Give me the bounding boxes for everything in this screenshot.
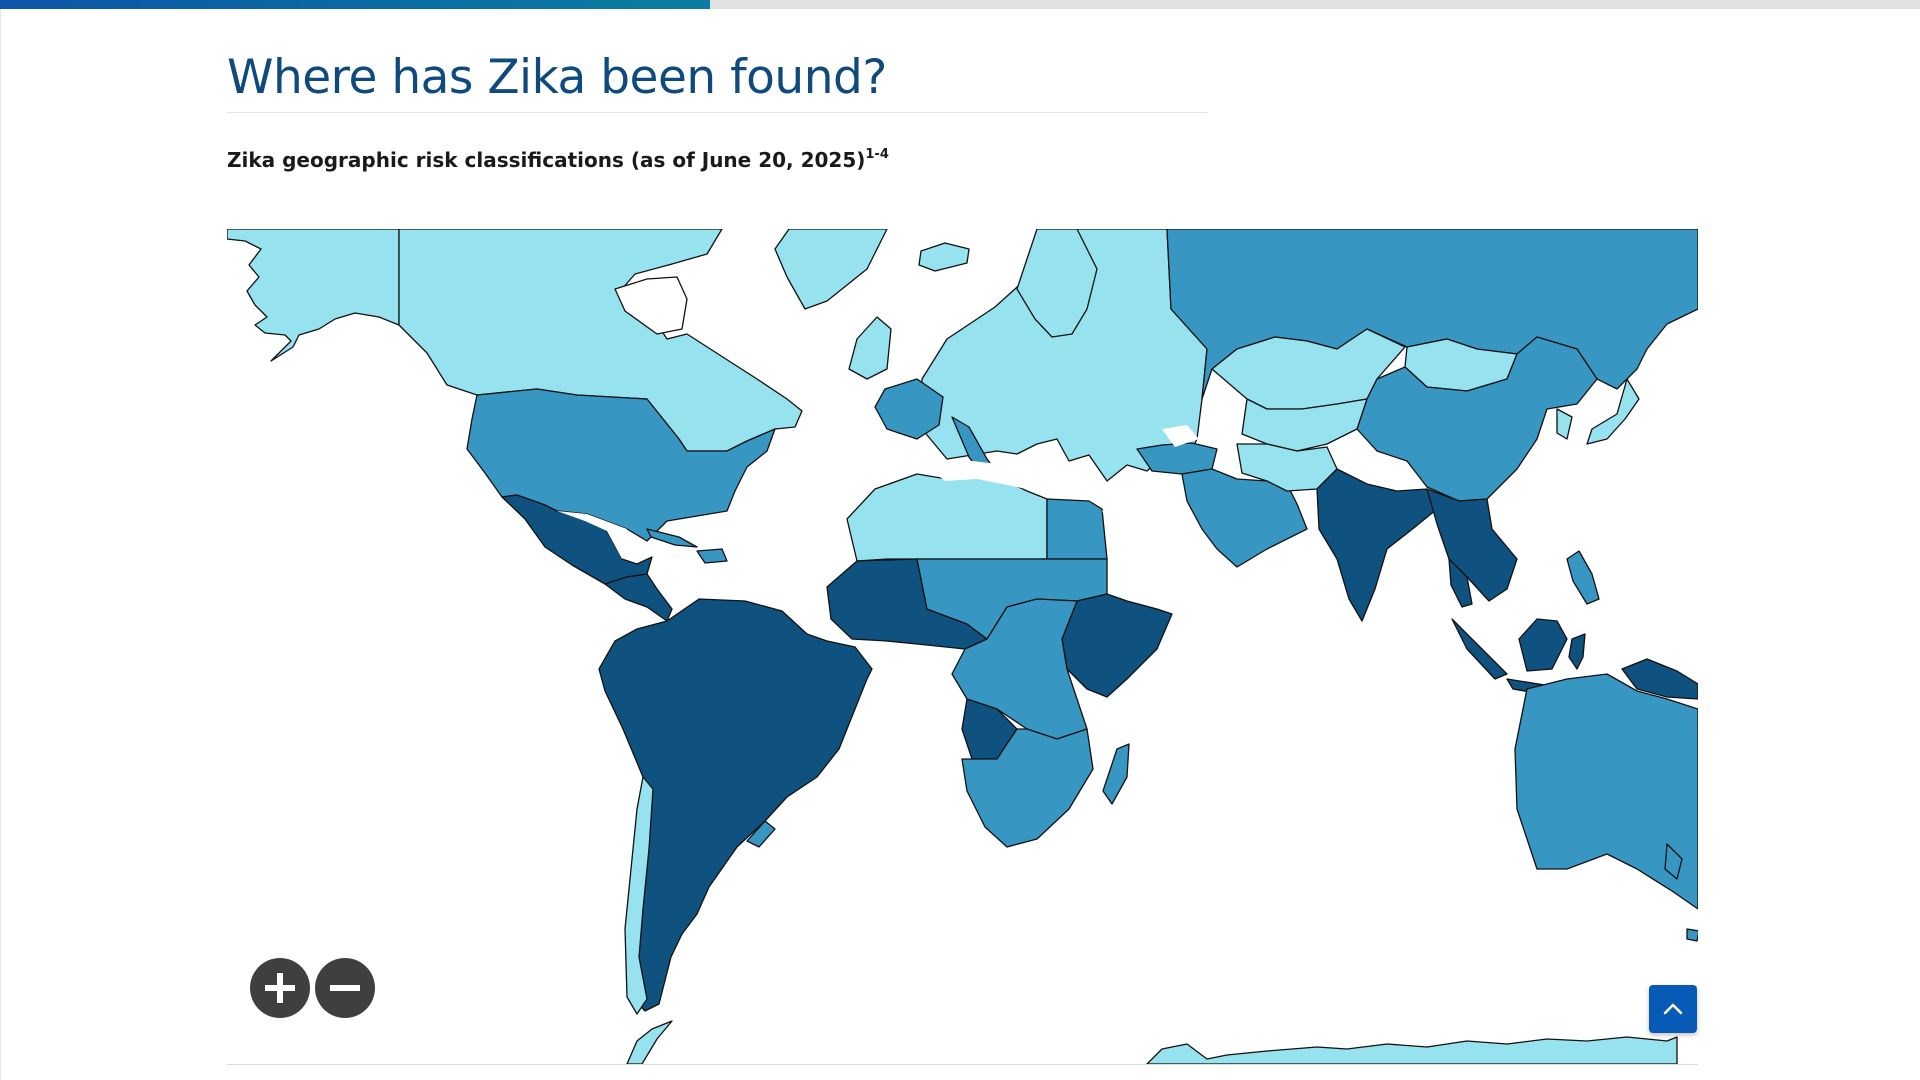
map-region-korea[interactable] bbox=[1556, 408, 1573, 440]
map-region-alaska[interactable] bbox=[227, 229, 400, 362]
map-region-iceland[interactable] bbox=[918, 242, 970, 272]
map-region-black-sea bbox=[1162, 425, 1199, 447]
zoom-in-button[interactable] bbox=[250, 958, 310, 1018]
reading-progress-track bbox=[0, 0, 1920, 9]
map-region-mediterranean-sea bbox=[927, 461, 1077, 495]
map-region-india[interactable] bbox=[1316, 468, 1438, 622]
map-region-cuba[interactable] bbox=[646, 528, 698, 548]
map-bottom-divider bbox=[227, 1064, 1698, 1065]
back-to-top-button[interactable] bbox=[1649, 985, 1697, 1033]
map-region-new-zealand[interactable] bbox=[1664, 843, 1683, 880]
map-region-antarctica-west[interactable] bbox=[626, 1020, 673, 1064]
map-region-australia[interactable] bbox=[1514, 673, 1698, 910]
map-region-caspian-sea bbox=[1222, 427, 1237, 461]
map-region-middle-east[interactable] bbox=[1181, 468, 1308, 568]
map-region-europe[interactable] bbox=[921, 229, 1208, 482]
map-region-scandinavia[interactable] bbox=[1016, 229, 1098, 338]
map-region-east-africa[interactable] bbox=[1061, 593, 1173, 698]
map-region-turkey[interactable] bbox=[1136, 442, 1218, 475]
map-region-mexico[interactable] bbox=[501, 494, 653, 585]
map-region-gulf-of-mexico bbox=[557, 511, 627, 559]
map-region-caribbean-islands[interactable] bbox=[696, 548, 728, 564]
chevron-up-icon bbox=[1663, 1003, 1683, 1015]
map-region-south-america[interactable] bbox=[598, 598, 873, 1012]
map-region-france[interactable] bbox=[874, 378, 944, 440]
map-region-greenland[interactable] bbox=[774, 229, 888, 310]
map-region-hudson-bay[interactable] bbox=[614, 276, 688, 335]
zoom-out-button[interactable] bbox=[315, 958, 375, 1018]
map-region-central-asia[interactable] bbox=[1241, 398, 1368, 452]
map-region-southeast-asia[interactable] bbox=[1426, 488, 1518, 602]
map-region-chile[interactable] bbox=[624, 776, 654, 1015]
map-region-tasmania[interactable] bbox=[1686, 928, 1698, 942]
map-region-philippines[interactable] bbox=[1566, 550, 1600, 605]
map-region-uk-ireland[interactable] bbox=[848, 316, 892, 380]
map-region-china[interactable] bbox=[1356, 336, 1598, 502]
map-region-antarctica-east[interactable] bbox=[1146, 1036, 1678, 1064]
map-region-southern-africa[interactable] bbox=[961, 728, 1094, 848]
map-region-madagascar[interactable] bbox=[1102, 743, 1130, 805]
map-region-sumatra[interactable] bbox=[1451, 618, 1508, 680]
map-region-malay-peninsula[interactable] bbox=[1448, 558, 1473, 608]
map-region-borneo[interactable] bbox=[1518, 618, 1568, 672]
page-title: Where has Zika been found? bbox=[227, 50, 887, 105]
map-region-central-america[interactable] bbox=[604, 573, 673, 622]
map-caption: Zika geographic risk classifications (as… bbox=[227, 148, 889, 172]
map-region-papua-new-guinea[interactable] bbox=[1621, 658, 1698, 700]
map-region-north-africa[interactable] bbox=[846, 466, 1048, 562]
caption-reference: 1-4 bbox=[865, 147, 889, 162]
map-region-uruguay[interactable] bbox=[746, 820, 776, 848]
left-border bbox=[0, 9, 1, 1080]
map-region-japan[interactable] bbox=[1586, 378, 1640, 445]
map-region-egypt[interactable] bbox=[1046, 498, 1108, 560]
zika-world-map[interactable] bbox=[227, 229, 1698, 1064]
map-caption-text: Zika geographic risk classifications (as… bbox=[227, 148, 866, 172]
title-divider bbox=[227, 112, 1207, 113]
reading-progress-fill bbox=[0, 0, 711, 9]
map-svg[interactable] bbox=[227, 229, 1698, 1064]
map-region-sulawesi[interactable] bbox=[1568, 633, 1586, 670]
map-region-red-sea bbox=[1102, 509, 1132, 553]
